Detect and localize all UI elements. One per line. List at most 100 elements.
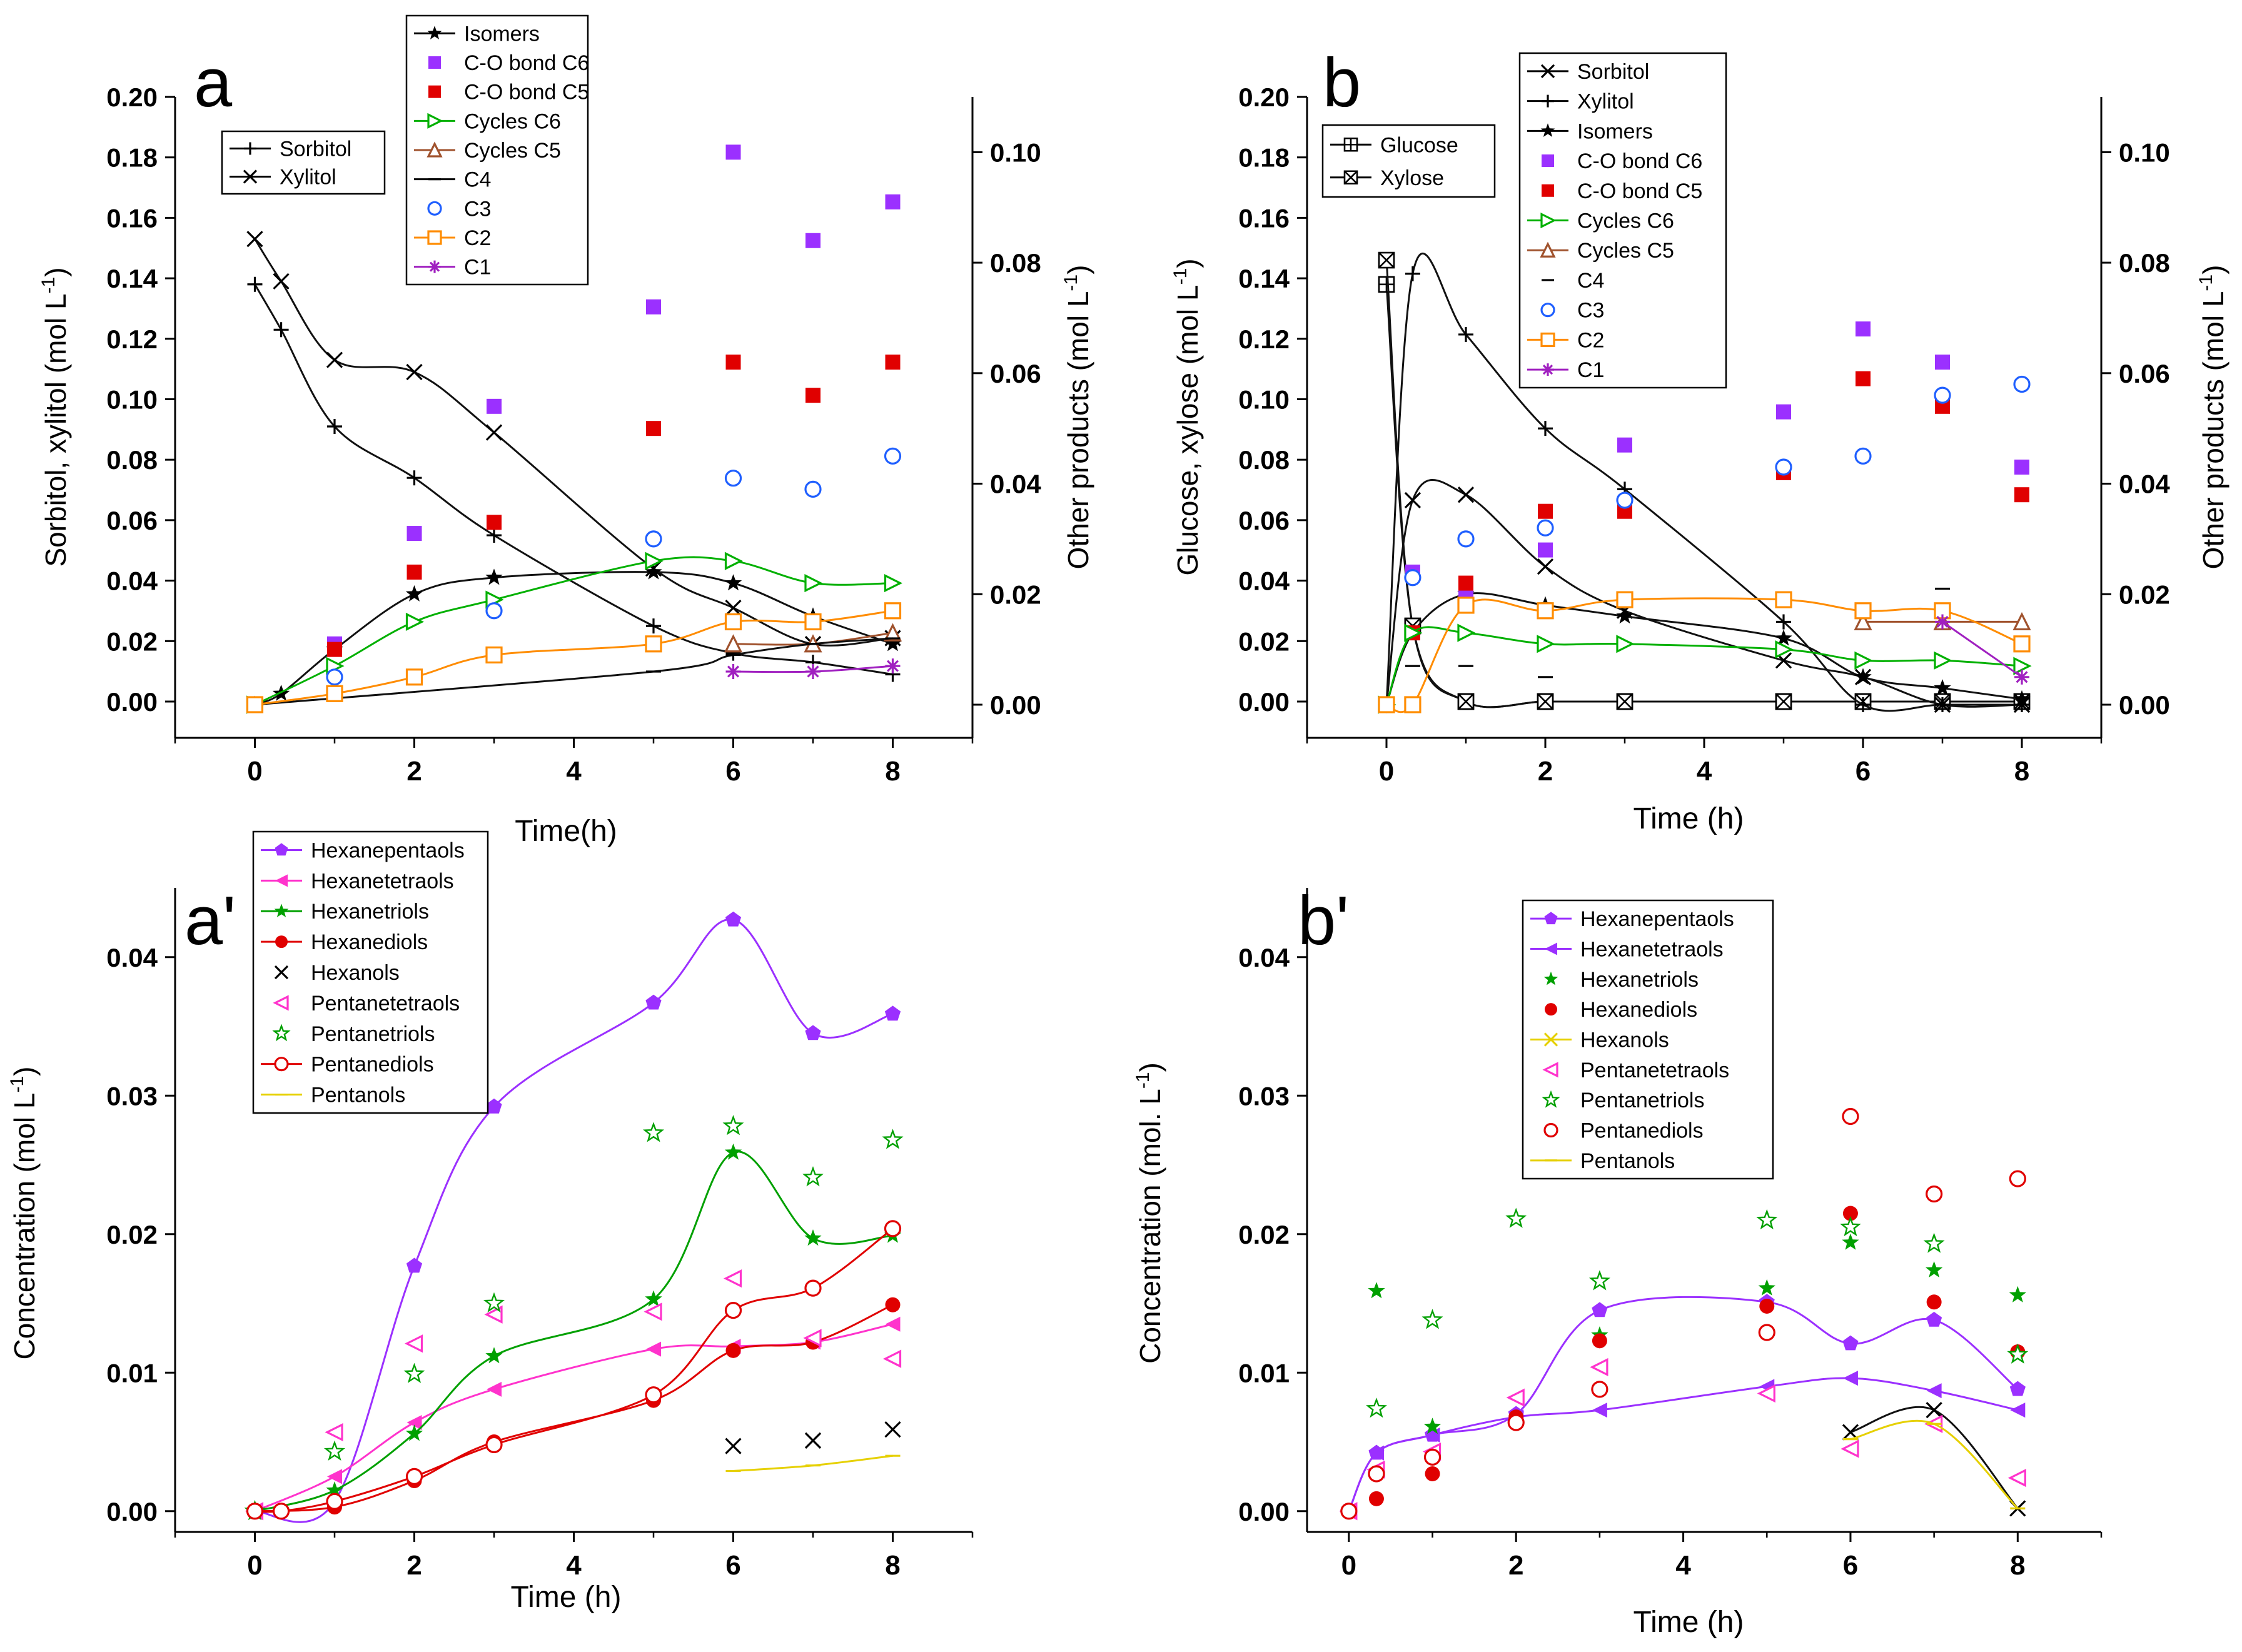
a-series-4-point-1: [327, 642, 342, 657]
b-prime-series-3-point-6: [1842, 1206, 1858, 1221]
legend-1-label-6: Cycles C5: [1577, 239, 1674, 263]
b-ylabel-main: Glucose, xylose (mol L: [1171, 285, 1204, 575]
a-prime-series-2-line: [255, 1151, 893, 1513]
legend-0-marker-6: [1542, 1090, 1560, 1108]
b-prime-series-7-point-1: [1368, 1465, 1385, 1483]
b-series-5-point-4: [1617, 437, 1632, 453]
a-series-0-point-2: [327, 419, 342, 435]
a-prime-ylabel: Concentration (mol L-1): [7, 1067, 41, 1360]
legend-0-marker-0: [275, 843, 288, 856]
a-prime-series-0-point-4: [645, 994, 662, 1010]
a-series-0-point-4: [487, 528, 502, 543]
a-series-5-point-5: [724, 552, 744, 570]
a-prime-series-5-point-6: [803, 1329, 822, 1347]
a-prime-xtick-label-0: 0: [247, 1550, 262, 1581]
b-prime-series-0-point-6: [1842, 1335, 1859, 1351]
legend-0-marker-5: [273, 995, 289, 1011]
b-prime-series-1-point-7: [1926, 1383, 1942, 1399]
legend-1-label-8: C3: [1577, 299, 1604, 323]
legend-1-marker-6: [1540, 241, 1556, 258]
b-series-0-point-0: [1378, 276, 1395, 293]
legend-0-marker-2: [1543, 971, 1558, 985]
a-series-3-point-3: [487, 398, 502, 414]
a-series-9-point-6: [804, 613, 822, 631]
b-series-11-point-0: [1378, 696, 1395, 713]
legend-0-box: [1321, 124, 1496, 198]
legend-1-label-10: C1: [1577, 358, 1604, 382]
a-y2label: Other products (mol L-1): [1061, 265, 1094, 570]
b-ytick-label-9: 0.18: [1238, 143, 1290, 173]
legend-1-label-5: C4: [464, 168, 491, 192]
a-series-0-point-3: [406, 470, 422, 486]
legend-1-label-7: C2: [464, 226, 491, 250]
panel-b-prime: 0 2 4 6 8 0.00 0.01 0.02 0.03 0.04 Time (h) Concent…: [1133, 882, 2103, 1639]
a-y2tick-label-2: 0.04: [990, 470, 1041, 499]
b-y2tick-label-3: 0.06: [2119, 359, 2170, 388]
b-prime-series-1-point-8: [2010, 1403, 2026, 1418]
b-series-3-point-3: [1538, 421, 1553, 436]
legend-0-marker-7: [1543, 1122, 1558, 1138]
legend-0-label-1: Xylose: [1380, 166, 1444, 190]
legend-1-label-7: C4: [1577, 269, 1604, 293]
panel-a-prime: 0 2 4 6 8 0.00 0.01 0.02 0.03 0.04 Time (h) Concent…: [7, 830, 974, 1614]
legend-1-label-1: Xylitol: [1577, 90, 1634, 114]
b-prime-ylabel: Concentration (mol. L-1): [1133, 1062, 1166, 1364]
a-series-8-point-3: [724, 470, 742, 487]
a-y2tick-label-3: 0.06: [990, 359, 1041, 388]
legend-1-marker-4: [1542, 184, 1554, 197]
a-series-4-point-5: [725, 355, 741, 370]
b-prime-series-5-point-6: [1841, 1439, 1859, 1458]
legend-1-marker-3: [1542, 154, 1554, 168]
b-series-7-point-2: [1457, 623, 1476, 642]
a-prime-xtick-label-3: 6: [725, 1550, 740, 1581]
b-prime-series-6-point-2: [1505, 1207, 1527, 1228]
b-prime-series-2-point-6: [2009, 1286, 2026, 1302]
a-prime-ylabel-main: Concentration (mol L: [8, 1093, 41, 1360]
b-prime-series-4-point-1: [1926, 1401, 1942, 1419]
a-series-5-line: [254, 556, 893, 706]
legend-1-label-6: C3: [464, 197, 491, 221]
legend-1-marker-10: [1542, 363, 1554, 376]
a-series-6-point-2: [883, 623, 902, 642]
a-series-1-point-4: [485, 424, 503, 441]
b-series-10-point-2: [1457, 530, 1475, 548]
b-prime-ytick-label-1: 0.01: [1238, 1358, 1290, 1388]
b-series-4-point-8: [2013, 690, 2031, 707]
a-prime-series-6-point-3: [483, 1292, 505, 1313]
b-prime-series-7-point-6: [1842, 1107, 1859, 1126]
b-prime-series-2-point-0: [1368, 1282, 1385, 1299]
a-prime-series-0-point-6: [805, 1025, 821, 1040]
a-series-0-point-1: [273, 322, 289, 338]
a-ytick-label-9: 0.18: [106, 143, 158, 173]
a-ytick-label-6: 0.12: [106, 325, 158, 354]
legend-1-marker-8: [1540, 303, 1555, 318]
a-prime-series-7-point-6: [724, 1301, 742, 1319]
b-prime-series-8-line: [1850, 1419, 2019, 1509]
b-series-3-point-2: [1458, 326, 1473, 342]
legend-1-label-2: C-O bond C5: [464, 81, 589, 104]
a-series-1-point-1: [273, 273, 290, 290]
b-series-3-point-7: [1935, 697, 1950, 712]
a-prime-series-7-point-7: [804, 1279, 822, 1297]
b-prime-series-5-point-4: [1590, 1357, 1608, 1376]
a-prime-series-7-point-0: [246, 1503, 264, 1520]
a-prime-xtick-label-1: 2: [406, 1550, 422, 1581]
legend-0-label-0: Glucose: [1380, 133, 1458, 157]
a-y2tick-label-4: 0.08: [990, 248, 1041, 278]
b-prime-series-1-point-4: [1592, 1403, 1607, 1418]
a-prime-series-2-point-4: [645, 1290, 662, 1307]
b-series-12-point-1: [2014, 669, 2029, 685]
legend-1-marker-4: [427, 141, 443, 158]
legend-1-label-4: C-O bond C5: [1577, 179, 1702, 203]
legend-1-marker-1: [1542, 94, 1554, 108]
legend-1-marker-5: [1540, 212, 1557, 229]
b-prime-series-7-point-8: [2009, 1170, 2026, 1187]
a-prime-ytick-label-4: 0.04: [106, 943, 158, 972]
b-series-3-line: [1385, 253, 2022, 712]
b-prime-ylabel-sup: -1: [1133, 1072, 1153, 1089]
a-series-5-point-2: [405, 612, 425, 632]
a-ytick-label-7: 0.14: [106, 264, 158, 293]
a-prime-series-0-point-3: [486, 1098, 502, 1114]
a-prime-series-7-line: [255, 1227, 894, 1513]
